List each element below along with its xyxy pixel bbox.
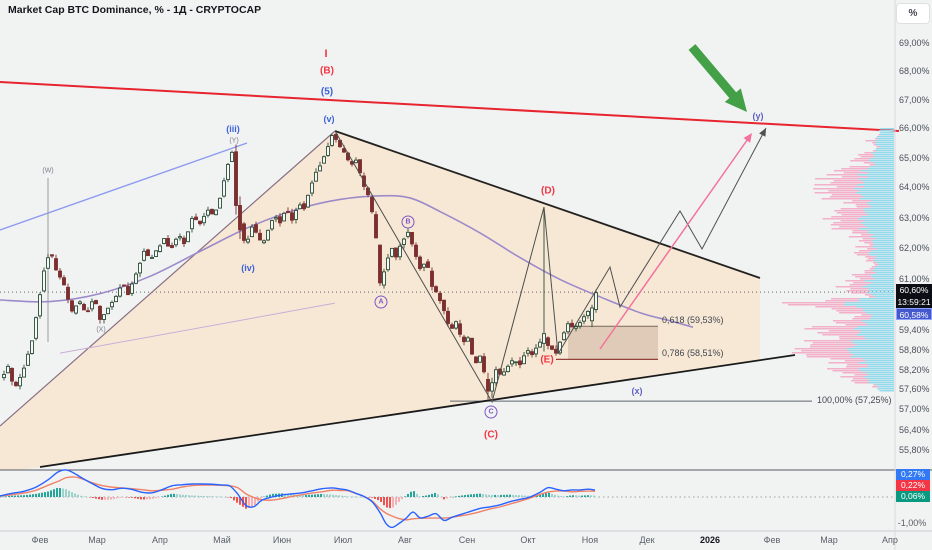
wave-label-y[interactable]: (Y)	[229, 137, 239, 145]
macd-line	[0, 469, 596, 529]
wave-label-x[interactable]: (x)	[631, 386, 643, 396]
green-arrow-head[interactable]	[724, 88, 747, 112]
trendline-channel-blue[interactable]	[0, 142, 248, 231]
wave-connector-line[interactable]	[334, 130, 559, 404]
symbol-title[interactable]: Market Cap BTC Dominance, % - 1Д - CRYPT…	[8, 4, 262, 16]
time-tick-label: Июл	[333, 535, 353, 545]
time-tick-label: Фев	[31, 535, 49, 545]
time-tick-label: Мар	[820, 535, 838, 545]
price-tick-label: 69,00%	[899, 38, 930, 49]
prev-close-label: 60,58%	[896, 308, 932, 320]
moving-average-line	[0, 194, 694, 328]
price-tick-label: 65,00%	[899, 152, 930, 163]
trendline-wedge-top[interactable]	[334, 130, 761, 279]
pink-projection-arrow[interactable]	[599, 135, 751, 350]
green-arrow-shaft[interactable]	[688, 44, 739, 102]
percent-scale-button[interactable]: %	[897, 4, 929, 23]
candles-layer	[2, 133, 598, 400]
last-price-value: 60,60%	[899, 285, 929, 295]
time-tick-label: Ноя	[581, 535, 599, 545]
indicator-value-label: 0,27%	[896, 469, 930, 480]
macd-signal-line	[0, 476, 596, 521]
price-tick-label: 55,80%	[899, 445, 930, 456]
price-tick-label: 64,00%	[899, 182, 930, 193]
wave-label-b[interactable]: B	[401, 215, 415, 229]
price-tick-label: 68,00%	[899, 66, 930, 77]
sma-thin-line	[59, 302, 336, 354]
wave-label-x[interactable]: (X)	[96, 326, 106, 334]
wave-label-v[interactable]: (v)	[323, 114, 335, 124]
time-tick-label: Апр	[152, 535, 168, 545]
time-tick-label: Авг	[397, 535, 413, 545]
price-tick-label: 56,40%	[899, 424, 930, 435]
fib-618-label[interactable]: 0,618 (59,53%)	[662, 315, 724, 326]
price-tick-label: 58,20%	[899, 364, 930, 375]
wave-label-iv[interactable]: (iv)	[241, 263, 255, 273]
time-tick-label: Май	[213, 535, 231, 545]
pink-arrowhead	[743, 133, 752, 143]
price-tick-label: 62,00%	[899, 243, 930, 254]
wave-label-b[interactable]: (B)	[320, 65, 334, 77]
price-tick-label: 63,00%	[899, 212, 930, 223]
time-tick-label: Фев	[763, 535, 781, 545]
time-tick-label: Мар	[88, 535, 106, 545]
time-tick-label: Июн	[272, 535, 292, 545]
price-tick-label: 57,00%	[899, 404, 930, 415]
wave-label-y[interactable]: (y)	[752, 111, 764, 121]
indicator-axis-label: -1,00%	[897, 518, 927, 528]
time-tick-label: 2026	[699, 535, 721, 545]
price-tick-label: 57,60%	[899, 384, 930, 395]
bar-countdown: 13:59:21	[897, 297, 931, 307]
price-tick-label: 67,00%	[899, 94, 930, 105]
wave-label-c[interactable]: (C)	[484, 429, 498, 441]
wave-label-d[interactable]: (D)	[541, 185, 555, 197]
fib-786-label[interactable]: 0,786 (58,51%)	[662, 348, 724, 359]
time-tick-label: Апр	[882, 535, 898, 545]
indicator-value-label: 0,22%	[896, 480, 930, 491]
fib-100-label[interactable]: 100,00% (57,25%)	[817, 395, 892, 406]
trendline-resistance-red[interactable]	[0, 81, 900, 132]
wave-label-c[interactable]: C	[484, 405, 498, 419]
price-tick-label: 59,40%	[899, 325, 930, 336]
volume-profile	[781, 128, 894, 392]
price-tick-label: 58,80%	[899, 344, 930, 355]
projection-arrowhead	[759, 128, 766, 137]
time-tick-label: Сен	[458, 535, 476, 545]
wave-label-e[interactable]: (E)	[540, 354, 554, 366]
price-tick-label: 66,00%	[899, 123, 930, 134]
wave-label-i[interactable]: I	[324, 48, 328, 60]
last-price-label: 60,60% 13:59:21	[896, 284, 932, 308]
price-tick-label: 61,00%	[899, 274, 930, 285]
wave-label-a[interactable]: A	[374, 295, 388, 309]
wave-label-w[interactable]: (W)	[42, 167, 54, 175]
time-tick-label: Окт	[520, 535, 536, 545]
wave-label-5[interactable]: (5)	[320, 86, 334, 98]
indicator-value-label: 0,06%	[896, 491, 930, 502]
time-tick-label: Дек	[639, 535, 655, 545]
trendline-wedge-left[interactable]	[0, 130, 336, 427]
wave-label-iii[interactable]: (iii)	[226, 124, 240, 134]
projection-zigzag[interactable]	[557, 127, 767, 355]
trendline-wedge-bottom[interactable]	[39, 354, 796, 468]
